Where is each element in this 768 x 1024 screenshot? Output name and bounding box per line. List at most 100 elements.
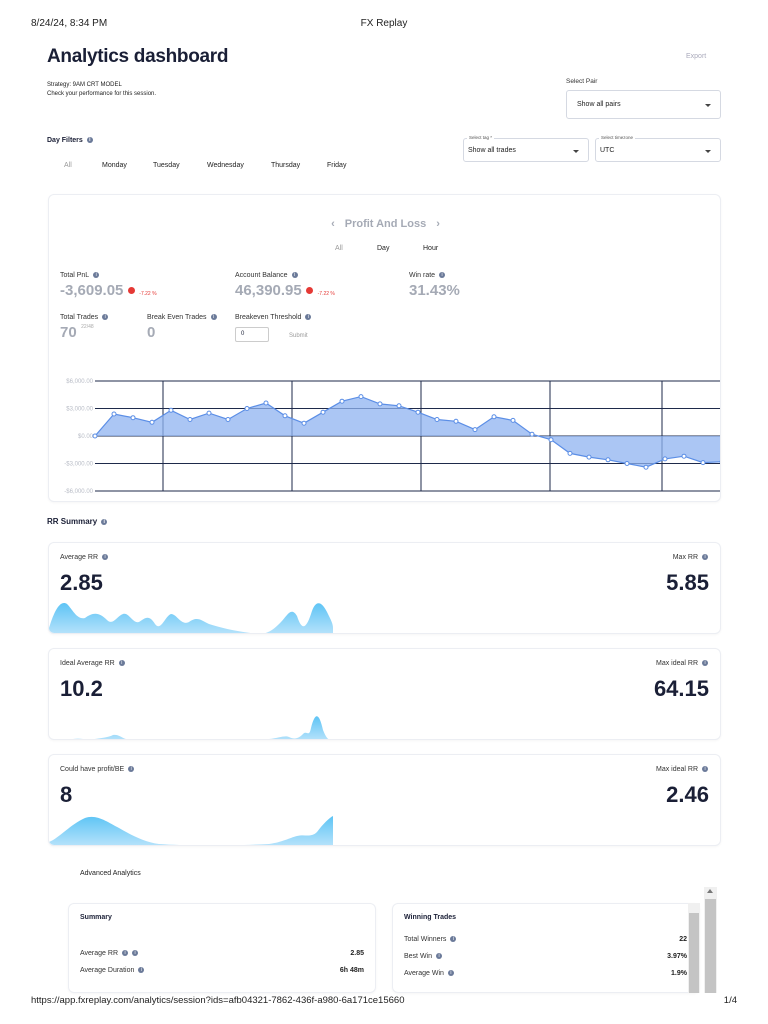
chart-point[interactable] [681, 453, 687, 459]
info-icon: i [128, 766, 135, 773]
info-icon: i [132, 950, 139, 957]
chart-point[interactable] [529, 431, 535, 437]
chart-point[interactable] [149, 419, 155, 425]
day-filter-monday[interactable]: Monday [102, 162, 127, 169]
chart-series-line [94, 395, 720, 468]
print-url: https://app.fxreplay.com/analytics/sessi… [31, 995, 405, 1006]
summary-title: Summary [80, 914, 112, 921]
chart-point[interactable] [700, 460, 706, 466]
chart-point[interactable] [377, 401, 383, 407]
export-button[interactable]: Export [686, 53, 707, 60]
win-rate-label-row: Win rate i [409, 272, 446, 279]
total-pnl-row: -3,609.05 -7.22 % [60, 282, 157, 300]
day-filter-wednesday[interactable]: Wednesday [207, 162, 244, 169]
chart-y-tick-label: $3,000.00 [66, 407, 93, 413]
inner-scrollbar-track[interactable] [688, 903, 700, 993]
chart-point[interactable] [92, 433, 98, 439]
day-filter-tuesday[interactable]: Tuesday [153, 162, 180, 169]
info-icon: i [450, 936, 457, 943]
chart-point[interactable] [282, 413, 288, 419]
winning-row-label: Total Winners [404, 936, 447, 943]
pnl-tab-all[interactable]: All [335, 245, 343, 252]
chart-area [95, 396, 720, 468]
threshold-submit-button[interactable]: Submit [289, 333, 308, 339]
chart-point[interactable] [510, 417, 516, 423]
chart-point[interactable] [567, 450, 573, 456]
chart-point[interactable] [396, 403, 402, 409]
winning-row-value: 22 [679, 936, 687, 943]
account-balance-row: 46,390.95 -7.22 % [235, 282, 335, 300]
inner-scrollbar-thumb[interactable] [689, 913, 699, 993]
chart-point[interactable] [263, 400, 269, 406]
total-trades-row: 70 22/48 [60, 324, 94, 342]
chart-point[interactable] [491, 414, 497, 420]
rr-card-right-label-row: Max RR i [673, 554, 708, 561]
chart-point[interactable] [453, 418, 459, 424]
chevron-down-icon [705, 150, 711, 153]
total-pnl-label-row: Total PnL i [60, 272, 100, 279]
scroll-up-icon[interactable] [707, 889, 713, 893]
account-balance-label-row: Account Balance i [235, 272, 298, 279]
win-rate-label: Win rate [409, 272, 436, 279]
could-have-profit-value: 8 [60, 782, 73, 807]
chart-point[interactable] [624, 461, 630, 466]
total-pnl-change: -7.22 % [139, 291, 157, 297]
advanced-analytics-label[interactable]: Advanced Analytics [80, 870, 141, 877]
print-page-title: FX Replay [360, 18, 408, 29]
strategy-name: Strategy: 9AM CRT MODEL [47, 82, 122, 88]
page-subtitle: Check your performance for this session. [47, 91, 157, 97]
threshold-input[interactable]: 0 [235, 327, 269, 342]
summary-row-label-duration: Average Duration i [80, 967, 145, 974]
chart-point[interactable] [358, 394, 364, 400]
chart-point[interactable] [339, 398, 345, 404]
select-tag-dropdown[interactable]: Select tag * Show all trades [463, 135, 589, 162]
page-scrollbar-track[interactable] [704, 887, 717, 993]
chart-point[interactable] [472, 427, 478, 433]
rr-card-right-label-row: Max ideal RR i [656, 766, 708, 773]
select-tag-label: Select tag * [467, 135, 495, 140]
total-trades-label: Total Trades [60, 314, 99, 321]
chart-point[interactable] [168, 407, 174, 413]
pnl-heading: ‹ Profit And Loss › [49, 218, 720, 230]
rr-card-ideal: Ideal Average RR i 10.2 Max ideal RR i 64.… [48, 648, 721, 740]
print-datetime: 8/24/24, 8:34 PM [31, 18, 108, 29]
pnl-tab-day[interactable]: Day [377, 245, 390, 252]
chart-point[interactable] [301, 420, 307, 426]
chart-point[interactable] [244, 406, 250, 411]
chart-point[interactable] [225, 417, 231, 422]
max-ideal-rr-value: 2.46 [666, 782, 709, 807]
total-trades-label-row: Total Trades i [60, 314, 109, 321]
chart-point[interactable] [320, 409, 326, 415]
chart-point[interactable] [605, 457, 611, 463]
select-timezone-label: Select timezone [599, 135, 636, 140]
chart-point[interactable] [187, 417, 193, 422]
chart-point[interactable] [548, 437, 554, 443]
summary-row-value: 2.85 [350, 950, 364, 957]
chart-point[interactable] [130, 415, 136, 421]
break-even-value: 0 [147, 324, 156, 341]
chart-point[interactable] [662, 456, 668, 462]
select-timezone-dropdown[interactable]: Select timezone UTC [595, 135, 721, 162]
select-pair-dropdown[interactable]: Show all pairs [566, 90, 721, 119]
could-have-sparkline [49, 816, 333, 845]
chevron-right-icon[interactable]: › [436, 218, 440, 230]
chart-point[interactable] [415, 409, 421, 415]
chart-point[interactable] [586, 454, 592, 460]
winning-row-label-avg: Average Win i [404, 970, 454, 977]
chart-point[interactable] [434, 417, 440, 422]
winning-trades-title: Winning Trades [404, 914, 457, 921]
day-filter-friday[interactable]: Friday [327, 162, 347, 169]
max-rr-label: Max RR [672, 554, 698, 561]
day-filter-all[interactable]: All [64, 162, 72, 169]
info-icon: i [291, 272, 298, 279]
chart-point[interactable] [643, 464, 649, 470]
chart-point[interactable] [206, 410, 212, 416]
page-scrollbar-thumb[interactable] [705, 899, 716, 993]
chart-point[interactable] [719, 460, 721, 464]
pnl-tab-hour[interactable]: Hour [423, 245, 439, 252]
day-filter-thursday[interactable]: Thursday [271, 162, 301, 169]
chart-point[interactable] [111, 411, 117, 417]
select-pair-label: Select Pair [566, 78, 598, 85]
chevron-left-icon[interactable]: ‹ [331, 218, 335, 230]
max-ideal-rr-label: Max ideal RR [655, 766, 698, 773]
